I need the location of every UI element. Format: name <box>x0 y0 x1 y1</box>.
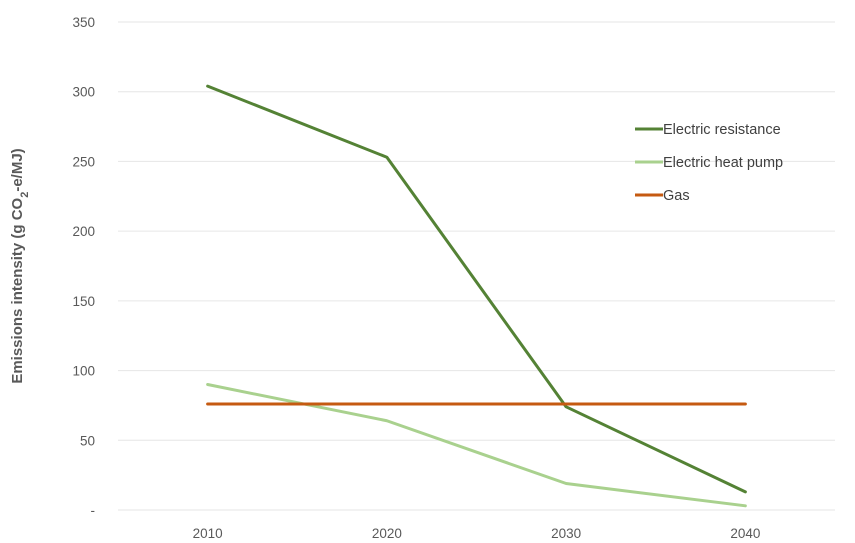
y-tick-label: 200 <box>72 224 95 239</box>
series-lines <box>206 84 747 508</box>
x-tick-label: 2040 <box>730 526 760 541</box>
y-tick-label: - <box>91 503 96 518</box>
y-tick-label: 150 <box>72 294 95 309</box>
x-tick-label: 2020 <box>372 526 402 541</box>
legend-label: Electric resistance <box>663 122 781 138</box>
series-line-electric-resistance <box>206 84 747 494</box>
y-tick-label: 250 <box>72 154 95 169</box>
legend-label: Electric heat pump <box>663 155 783 171</box>
y-tick-label: 100 <box>72 364 95 379</box>
y-tick-label: 350 <box>72 15 95 30</box>
gridlines <box>118 21 835 511</box>
legend: Electric resistance Electric heat pump Gas <box>635 122 783 204</box>
legend-label: Gas <box>663 188 690 204</box>
y-axis-ticks: - 50 100 150 200 250 300 350 <box>72 15 95 518</box>
x-tick-label: 2030 <box>551 526 581 541</box>
y-tick-label: 50 <box>80 433 95 448</box>
y-axis-label: Emissions intensity (g CO2-e/MJ) <box>9 148 31 383</box>
x-axis-ticks: 2010 2020 2030 2040 <box>193 526 761 541</box>
y-tick-label: 300 <box>72 85 95 100</box>
x-tick-label: 2010 <box>193 526 223 541</box>
